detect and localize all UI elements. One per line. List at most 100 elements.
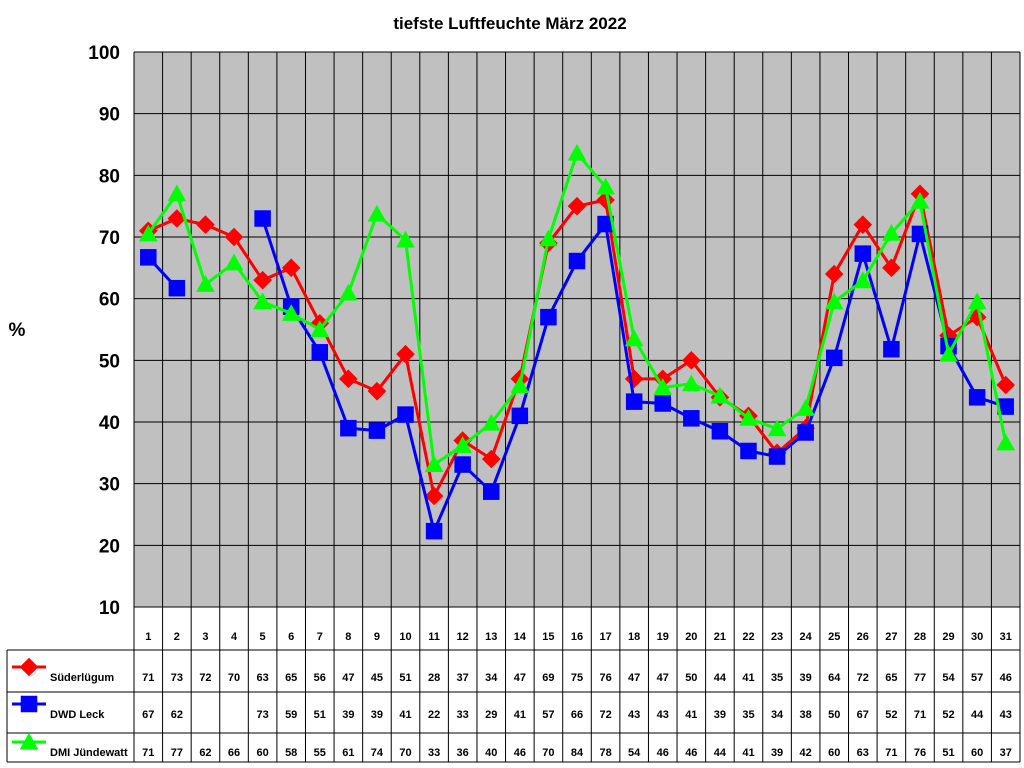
data-point: [653, 378, 673, 395]
y-tick-label: 70: [99, 228, 120, 249]
data-point: [367, 204, 387, 222]
data-label: 34: [485, 672, 498, 684]
data-label: 73: [256, 709, 268, 721]
data-label: 41: [514, 709, 526, 721]
data-point: [281, 258, 301, 278]
data-label: 60: [971, 747, 983, 759]
data-label: 28: [428, 672, 440, 684]
data-point: [853, 215, 873, 234]
data-point: [453, 436, 472, 453]
data-point: [167, 209, 187, 228]
data-point: [596, 177, 615, 195]
series-lines: [138, 143, 1016, 540]
data-label: 70: [228, 672, 240, 684]
data-label: 50: [828, 709, 840, 721]
data-point: [20, 695, 38, 713]
data-point: [168, 279, 186, 297]
data-point: [424, 486, 444, 506]
data-label: 61: [342, 747, 354, 759]
data-label: 62: [171, 709, 183, 721]
x-tick-label: 25: [828, 631, 840, 643]
data-point: [540, 308, 557, 326]
y-tick-labels: 10 20 30 40 50 60 70 80 90 100: [88, 43, 120, 619]
data-point: [967, 292, 987, 310]
data-point: [567, 143, 587, 161]
data-point: [368, 422, 386, 439]
data-point: [968, 389, 986, 406]
x-tick-label: 22: [742, 631, 754, 643]
data-label: 66: [228, 747, 240, 759]
data-label: 75: [571, 672, 583, 684]
y-tick-label: 50: [99, 351, 120, 372]
y-axis-label: %: [9, 320, 26, 341]
data-label: 58: [285, 747, 297, 759]
data-point: [711, 423, 729, 440]
x-tick-label: 14: [514, 631, 527, 643]
y-tick-label: 80: [99, 166, 120, 187]
data-label: 36: [457, 747, 469, 759]
data-point: [597, 215, 614, 233]
data-label: 44: [714, 747, 727, 759]
data-label: 71: [142, 672, 154, 684]
data-point: [253, 270, 272, 290]
data-point: [739, 409, 758, 426]
data-label: 72: [857, 672, 869, 684]
data-point: [967, 307, 987, 327]
data-point: [425, 522, 443, 540]
data-label: 41: [742, 747, 754, 759]
x-tick-label: 19: [657, 631, 669, 643]
data-point: [996, 375, 1016, 395]
y-tick-label: 10: [99, 598, 120, 619]
data-point: [568, 252, 586, 270]
x-tick-label: 21: [714, 631, 726, 643]
data-point: [997, 398, 1014, 415]
data-point: [281, 304, 301, 321]
data-point: [510, 376, 530, 394]
x-tick-label: 10: [399, 631, 411, 643]
data-point: [254, 210, 271, 227]
data-label: 51: [399, 672, 411, 684]
data-label: 56: [314, 672, 326, 684]
data-point: [367, 381, 387, 401]
data-label: 39: [771, 747, 783, 759]
data-point: [481, 449, 501, 469]
x-tick-label: 26: [857, 631, 869, 643]
data-label: 44: [971, 709, 984, 721]
data-label: 51: [314, 709, 326, 721]
data-label: 67: [857, 709, 869, 721]
data-point: [768, 448, 786, 465]
gridlines: [6, 51, 1021, 763]
data-point: [710, 386, 730, 404]
data-label: 41: [742, 672, 754, 684]
data-label: 43: [657, 709, 669, 721]
data-label: 33: [457, 709, 469, 721]
x-tick-label: 24: [800, 631, 813, 643]
data-label: 72: [599, 709, 611, 721]
data-label: 71: [142, 747, 154, 759]
data-label: 41: [399, 709, 411, 721]
data-point: [825, 349, 843, 367]
data-point: [339, 369, 358, 389]
data-point: [767, 419, 787, 437]
data-label: 54: [628, 747, 641, 759]
data-point: [253, 292, 272, 310]
data-label: 52: [942, 709, 954, 721]
data-point: [824, 292, 844, 310]
data-point: [740, 442, 757, 460]
data-label: 59: [285, 709, 297, 721]
data-point: [396, 344, 415, 364]
data-label: 41: [685, 709, 697, 721]
data-point: [481, 413, 501, 431]
data-point: [483, 483, 500, 500]
data-label: 78: [599, 747, 611, 759]
data-point: [567, 196, 587, 216]
data-point: [824, 264, 844, 284]
data-label: 35: [771, 672, 783, 684]
data-label: 33: [428, 747, 440, 759]
data-label: 47: [342, 672, 354, 684]
data-label: 50: [685, 672, 697, 684]
x-tick-label: 28: [914, 631, 926, 643]
data-label: 65: [285, 672, 297, 684]
x-tick-label: 12: [457, 631, 469, 643]
